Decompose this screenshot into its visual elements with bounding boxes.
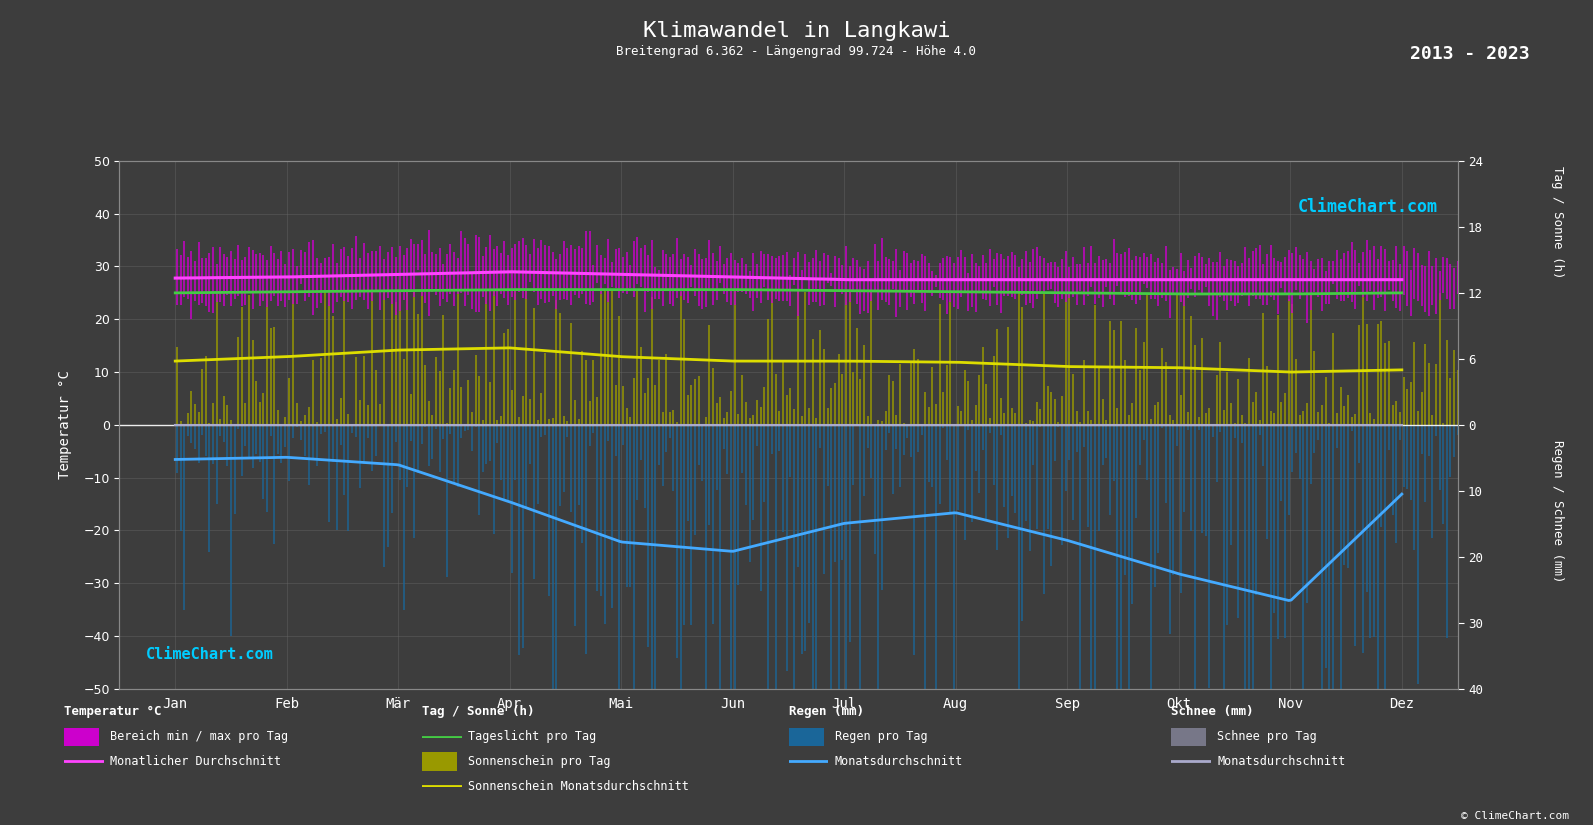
- Text: Temperatur °C: Temperatur °C: [64, 705, 161, 719]
- Text: Regen pro Tag: Regen pro Tag: [835, 730, 927, 743]
- Text: Monatsdurchschnitt: Monatsdurchschnitt: [1217, 755, 1346, 768]
- Text: Klimawandel in Langkawi: Klimawandel in Langkawi: [642, 21, 951, 40]
- Text: Tageslicht pro Tag: Tageslicht pro Tag: [468, 730, 597, 743]
- Text: Schnee pro Tag: Schnee pro Tag: [1217, 730, 1317, 743]
- Text: Sonnenschein pro Tag: Sonnenschein pro Tag: [468, 755, 610, 768]
- Text: Bereich min / max pro Tag: Bereich min / max pro Tag: [110, 730, 288, 743]
- Y-axis label: Temperatur °C: Temperatur °C: [57, 370, 72, 479]
- Text: Monatlicher Durchschnitt: Monatlicher Durchschnitt: [110, 755, 280, 768]
- Text: Regen (mm): Regen (mm): [789, 705, 863, 719]
- Text: ClimeChart.com: ClimeChart.com: [147, 648, 274, 662]
- Text: Schnee (mm): Schnee (mm): [1171, 705, 1254, 719]
- Text: Monatsdurchschnitt: Monatsdurchschnitt: [835, 755, 964, 768]
- Text: © ClimeChart.com: © ClimeChart.com: [1461, 811, 1569, 821]
- Text: Sonnenschein Monatsdurchschnitt: Sonnenschein Monatsdurchschnitt: [468, 780, 690, 793]
- Text: Regen / Schnee (mm): Regen / Schnee (mm): [1552, 441, 1564, 582]
- Text: 2013 - 2023: 2013 - 2023: [1410, 45, 1529, 64]
- Text: Tag / Sonne (h): Tag / Sonne (h): [422, 705, 535, 719]
- Text: ClimeChart.com: ClimeChart.com: [1298, 198, 1437, 216]
- Text: Tag / Sonne (h): Tag / Sonne (h): [1552, 167, 1564, 279]
- Text: Breitengrad 6.362 - Längengrad 99.724 - Höhe 4.0: Breitengrad 6.362 - Längengrad 99.724 - …: [616, 45, 977, 59]
